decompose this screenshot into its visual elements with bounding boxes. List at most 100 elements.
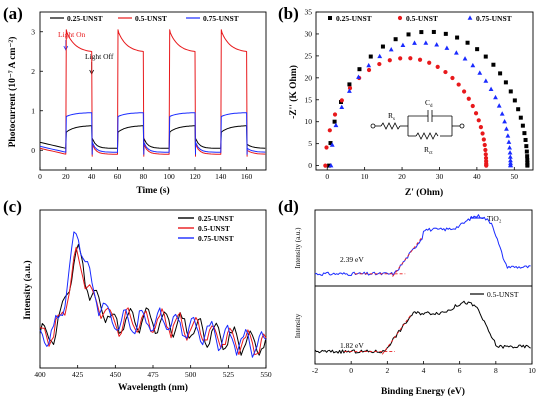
panel-b-data-point: [475, 47, 480, 52]
panel-b-data-point: [508, 163, 513, 168]
panel-a-ytick-label: 1: [31, 106, 35, 115]
panel-b-legend-label: 0.25-UNST: [336, 14, 372, 23]
panel-b-data-point: [512, 98, 517, 103]
panel-d-edge-fit: [381, 314, 412, 355]
panel-d-ylabel-bottom: Intensity: [294, 313, 302, 338]
panel-b-data-point: [462, 56, 468, 61]
panel-d-xtick-label: -2: [312, 366, 318, 375]
panel-a-legend-label: 0.5-UNST: [135, 14, 167, 23]
panel-a-frame: [39, 11, 267, 171]
panel-a-xtick-label: 0: [38, 172, 42, 181]
panel-b-ytick-label: 20: [305, 73, 313, 82]
panel-d-series-line: [314, 214, 531, 276]
panel-b-data-point: [327, 128, 332, 133]
panel-b-data-point: [478, 124, 483, 130]
panel-b-data-point: [339, 104, 345, 110]
panel-b-data-point: [481, 137, 486, 142]
panel-a-xtick-label: 140: [215, 172, 227, 181]
panel-b-xtick-label: 10: [361, 172, 369, 181]
panel-c-xtick-label: 475: [147, 370, 159, 379]
panel-b-data-point: [504, 126, 509, 131]
panel-c-xtick-label: 500: [185, 370, 197, 379]
panel-b-data-point: [483, 78, 489, 83]
panel-b-data-point: [498, 71, 503, 76]
panel-b-data-point: [470, 103, 475, 109]
panel-b-data-point: [368, 54, 373, 59]
panel-b-data-point: [357, 67, 362, 72]
panel-c-xtick-label: 425: [72, 370, 84, 379]
panel-b-data-point: [516, 107, 521, 112]
panel-b-data-point: [431, 29, 436, 34]
panel-b-data-point: [455, 35, 460, 40]
panel-b-ylabel: -Z'' (K Ohm): [288, 65, 299, 119]
panel-b-data-point: [522, 131, 527, 136]
panel-b-data-point: [477, 70, 483, 75]
panel-b-data-point: [507, 145, 512, 150]
panel-d-xtick-label: 2: [385, 366, 389, 375]
circuit-rs-label: Rs: [388, 111, 395, 122]
panel-d-legend-label: TiO₂: [487, 214, 502, 223]
panel-b-data-point: [406, 32, 411, 37]
panel-b-xlabel: Z' (Ohm): [405, 187, 443, 198]
panel-b-data-point: [347, 82, 352, 87]
panel-label-c: (c): [3, 197, 22, 216]
panel-b-data-point: [518, 115, 523, 120]
panel-b-data-point: [328, 163, 334, 168]
panel-c-xlabel: Wavelength (nm): [118, 382, 188, 393]
panel-b-data-point: [400, 42, 406, 47]
panel-b-data-point: [450, 75, 455, 81]
panel-a-xtick-label: 40: [88, 172, 96, 181]
panel-c-xtick-label: 450: [110, 370, 122, 379]
panel-b-legend-label: 0.75-UNST: [476, 14, 512, 23]
panel-b-xtick-label: 40: [473, 172, 481, 181]
panel-b-data-point: [393, 37, 398, 42]
panel-b-xtick-label: 30: [436, 172, 444, 181]
panel-b-data-point: [507, 154, 513, 159]
annotation-light-on: Light On: [58, 30, 86, 39]
panel-a-ytick-label: 3: [31, 27, 35, 36]
panel-b-ytick-label: 15: [305, 95, 313, 104]
panel-b-data-point: [493, 94, 498, 100]
panel-b-data-point: [488, 86, 494, 91]
panel-b-data-point: [506, 139, 512, 144]
panel-a-xtick-label: 80: [140, 172, 148, 181]
panel-b-data-point: [470, 62, 476, 68]
panel-b-legend-marker: [397, 15, 403, 21]
panel-b-data-point: [507, 150, 513, 155]
panel-b-xtick-label: 20: [398, 172, 406, 181]
panel-b-data-point: [423, 40, 429, 45]
panel-label-d: (d): [278, 197, 299, 216]
panel-b-data-point: [347, 86, 353, 91]
panel-b-ytick-label: 25: [305, 51, 313, 60]
panel-a-legend-label: 0.25-UNST: [67, 14, 103, 23]
panel-a-ylabel: Photocurrent (10⁻⁷ A cm⁻²): [7, 37, 18, 148]
panel-c-ylabel: Intensity (a.u.): [22, 260, 33, 319]
panel-b-data-point: [329, 142, 335, 147]
panel-a-ytick-label: 2: [31, 67, 35, 76]
panel-b-data-point: [332, 119, 337, 124]
annotation-bandgap-bottom: 1.82 eV: [340, 341, 364, 350]
panel-c-legend-label: 0.25-UNST: [198, 214, 234, 223]
panel-b-data-point: [443, 31, 448, 36]
panel-a-xtick-label: 60: [114, 172, 122, 181]
panel-b-data-point: [328, 141, 333, 146]
panel-b-data-point: [483, 155, 489, 161]
panel-b-data-point: [434, 42, 440, 47]
panel-d-legend-label: 0.5-UNST: [487, 290, 519, 299]
panel-a-xtick-label: 20: [62, 172, 70, 181]
panel-c-series-line: [39, 231, 267, 358]
panel-d-ylabel-top: Intensity (a.u.): [294, 227, 302, 269]
panel-b-data-point: [417, 57, 423, 62]
panel-a-legend-label: 0.75-UNST: [203, 14, 239, 23]
panel-b-data-point: [466, 96, 471, 101]
panel-d-edge-fit: [392, 237, 422, 277]
panel-a-xlabel: Time (s): [136, 185, 169, 196]
annotation-light-off: Light Off: [85, 52, 114, 61]
panel-b-data-point: [387, 58, 392, 63]
panel-b-data-point: [505, 133, 511, 138]
panel-b-data-point: [496, 103, 502, 108]
panel-b-data-point: [462, 89, 467, 94]
panel-b-data-point: [502, 118, 507, 124]
